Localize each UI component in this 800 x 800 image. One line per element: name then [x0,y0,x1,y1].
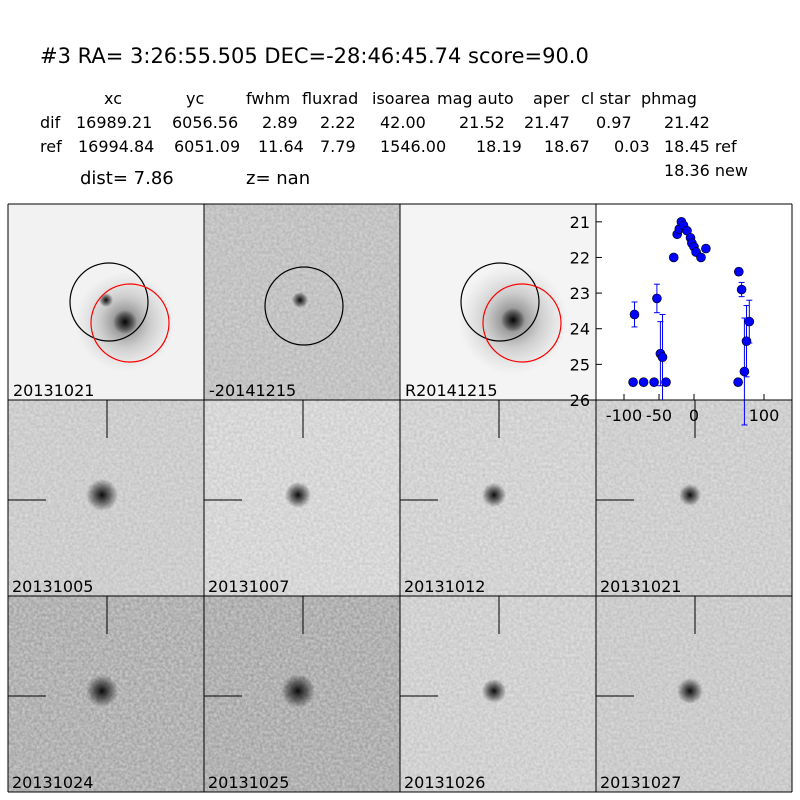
aperture-ref [482,283,562,363]
table-cell: 21.42 [664,113,710,132]
table-cell: 6051.09 [174,137,240,156]
column-header: phmag [641,89,697,108]
stamp-label: 20131007 [208,577,289,596]
table-cell: 16989.21 [76,113,152,132]
table-cell: 2.22 [320,113,356,132]
source [677,678,703,704]
point [736,284,747,295]
source [679,484,701,506]
source [281,674,315,708]
source [86,675,118,707]
point [628,377,638,387]
point [696,252,706,263]
stamp-label: 20131025 [208,773,289,792]
source [292,292,308,308]
column-header: aper [533,89,570,108]
panel-label: 20131021 [13,381,94,400]
table-cell: 42.00 [380,113,426,132]
point [739,366,750,377]
column-header: yc [186,89,204,108]
point [657,352,668,363]
table-cell: 16994.84 [78,137,154,156]
point [652,293,662,304]
panel-label: -20141215 [209,381,296,400]
point [629,309,640,320]
table-cell: 0.97 [596,113,632,132]
y-tick-label: 21 [570,213,590,232]
stamp-label: 20131024 [12,773,93,792]
table-cell: 6056.56 [172,113,238,132]
column-header: fwhm [246,89,290,108]
point [668,252,679,263]
table-cell: 0.03 [614,137,650,156]
table-cell: 7.79 [320,137,356,156]
table-cell: 18.45 ref [664,137,737,156]
stamp-label: 20131005 [12,577,93,596]
plot-area [596,204,792,400]
column-header: mag auto [437,89,514,108]
y-tick-label: 24 [570,320,590,339]
source [99,293,113,307]
point [638,377,649,387]
stamp-label: 20131027 [600,773,681,792]
source [482,679,506,703]
core [113,310,137,334]
stamp-label: 20131012 [404,577,485,596]
table-cell: 18.19 [476,137,522,156]
source [86,479,118,511]
table-cell: 1546.00 [380,137,446,156]
aperture [264,266,344,346]
point [661,377,671,387]
y-tick-label: 25 [570,355,590,374]
x-tick-label: 100 [749,406,780,425]
aperture-ref [90,283,170,363]
column-header: xc [104,89,122,108]
x-tick-label: -100 [606,406,642,425]
dist: dist= 7.86 [80,168,174,189]
table-cell: 18.67 [544,137,590,156]
column-header: cl star [581,89,631,108]
point [701,243,711,254]
table-cell: 2.89 [262,113,298,132]
table-cell: dif [40,113,61,132]
y-tick-label: 23 [570,284,590,303]
stamp-label: 20131021 [600,577,681,596]
core [501,308,525,332]
aperture [69,262,149,342]
table-cell: 21.52 [459,113,505,132]
x-tick-label: -50 [646,406,672,425]
stamp-label: 20131026 [404,773,485,792]
point [744,316,755,327]
source [482,483,506,507]
aperture [460,262,540,342]
column-header: isoarea [372,89,430,108]
table-cell: 11.64 [258,137,304,156]
y-tick-label: 22 [570,248,590,267]
panel-label: R20141215 [405,381,498,400]
point [733,266,744,277]
x-tick-label: 0 [689,406,699,425]
table-cell: 21.47 [524,113,570,132]
redshift: z= nan [246,168,310,189]
source [285,482,311,508]
point [649,377,659,387]
point [733,377,743,387]
phmag-new: 18.36 new [664,161,748,180]
column-header: fluxrad [302,89,358,108]
table-cell: ref [40,137,62,156]
title: #3 RA= 3:26:55.505 DEC=-28:46:45.74 scor… [40,44,589,68]
